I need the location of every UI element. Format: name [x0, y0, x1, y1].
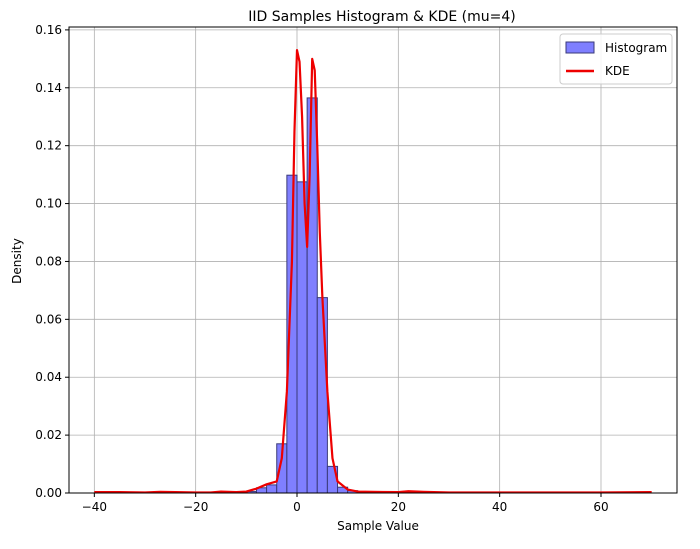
legend-histogram-label: Histogram: [605, 41, 667, 55]
x-tick-label: 40: [492, 500, 507, 514]
x-tick-label: −20: [183, 500, 208, 514]
histogram-bar: [266, 484, 278, 494]
legend-histogram-swatch: [565, 41, 595, 54]
y-tick-label: 0.16: [35, 23, 62, 37]
x-tick-label: 0: [293, 500, 301, 514]
kde-line: [94, 49, 652, 494]
x-axis-label: Sample Value: [337, 519, 419, 533]
y-tick-label: 0.14: [35, 81, 62, 95]
y-tick-label: 0.02: [35, 428, 62, 442]
plot-frame: [68, 26, 678, 494]
y-tick-label: 0.04: [35, 370, 62, 384]
y-tick-label: 0.10: [35, 197, 62, 211]
y-tick-label: 0.00: [35, 486, 62, 500]
legend: Histogram KDE: [559, 33, 673, 85]
histogram-bar: [306, 97, 318, 494]
x-axis: −40 −20 0 20 40 60: [82, 493, 609, 514]
x-tick-label: 20: [391, 500, 406, 514]
kde-layer: [94, 49, 652, 494]
x-tick-label: −40: [82, 500, 107, 514]
chart-title: IID Samples Histogram & KDE (mu=4): [248, 9, 516, 25]
legend-kde-label: KDE: [605, 64, 630, 78]
y-axis-label: Density: [10, 238, 24, 284]
histogram-bars: [245, 97, 369, 494]
y-tick-label: 0.06: [35, 312, 62, 326]
x-tick-label: 60: [593, 500, 608, 514]
y-axis: 0.00 0.02 0.04 0.06 0.08 0.10 0.12 0.14 0.16: [35, 23, 69, 500]
histogram-bar: [316, 297, 328, 494]
y-tick-label: 0.08: [35, 254, 62, 268]
y-tick-label: 0.12: [35, 139, 62, 153]
grid-layer: [69, 27, 677, 494]
